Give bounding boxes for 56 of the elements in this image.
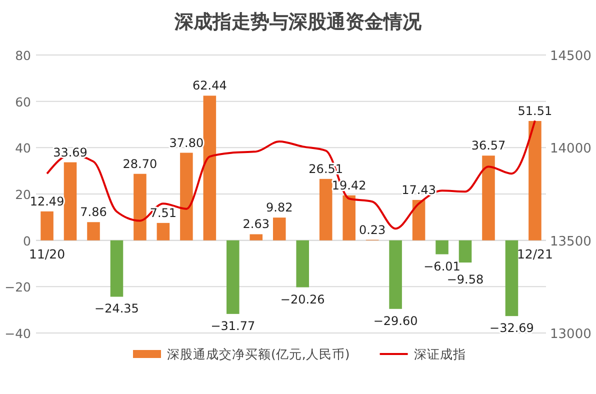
bar [342, 195, 356, 240]
bar [458, 240, 472, 263]
data-label: 7.86 [80, 205, 107, 220]
bar [87, 222, 100, 240]
y-tick-label: 0 [23, 233, 32, 248]
data-label: −20.26 [280, 292, 325, 306]
bar [64, 162, 77, 240]
data-label: −31.77 [210, 318, 256, 333]
bar [226, 240, 240, 314]
y2-tick-label: 13500 [550, 234, 592, 250]
bar [134, 174, 146, 240]
data-label: 9.82 [266, 200, 293, 215]
data-label: 7.51 [150, 206, 177, 220]
x-tick-label: 11/20 [29, 246, 66, 262]
data-label: 2.63 [242, 217, 270, 232]
bar [250, 234, 263, 240]
bar [482, 156, 495, 240]
y-tick-label: 20 [15, 187, 32, 202]
bar [528, 121, 542, 240]
y2-tick-label: 13000 [550, 327, 592, 342]
data-label: −32.69 [490, 321, 534, 336]
y2-tick-label: 14000 [550, 142, 592, 157]
data-label: −29.60 [373, 314, 418, 328]
chart-title: 深成指走势与深股通资金情况 [174, 11, 422, 33]
data-label: −9.58 [446, 272, 484, 286]
bar [505, 240, 518, 316]
data-label: −24.35 [94, 302, 139, 316]
data-label: 51.51 [518, 104, 552, 118]
data-label: 0.23 [358, 222, 386, 237]
data-label: 28.70 [122, 156, 158, 171]
bar [272, 218, 286, 240]
y2-tick-label: 14500 [550, 49, 592, 64]
data-label: −6.01 [424, 259, 460, 274]
bar [156, 222, 170, 240]
bar [296, 240, 310, 288]
legend-label: 深股通成交净买额(亿元,人民币) [167, 346, 350, 362]
legend-label: 深证成指 [414, 346, 466, 362]
x-tick-label: 12/21 [516, 246, 553, 262]
data-label: 12.49 [30, 194, 64, 208]
bar [40, 211, 54, 240]
y-tick-label: −20 [4, 280, 32, 295]
bar [180, 152, 193, 240]
y-tick-label: 80 [15, 48, 32, 63]
data-label: 62.44 [192, 78, 227, 93]
bar [319, 178, 332, 240]
bar [436, 240, 448, 254]
data-label: 36.57 [471, 138, 506, 153]
bar [389, 240, 402, 309]
bar [203, 96, 216, 240]
data-label: 37.80 [169, 136, 204, 150]
y-tick-label: 60 [15, 94, 32, 110]
bar [110, 240, 124, 297]
bar [412, 200, 426, 240]
data-label: 17.43 [402, 182, 436, 197]
y-tick-label: −40 [4, 326, 32, 341]
y-tick-label: 40 [15, 140, 32, 156]
